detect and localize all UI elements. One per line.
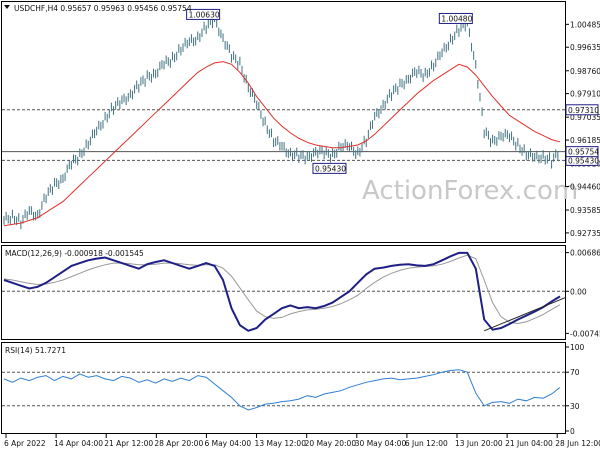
level-box-label: 0.95430: [568, 156, 599, 165]
x-tick-label: 20 May 20:00: [305, 439, 357, 448]
rsi-line: [3, 369, 561, 411]
y-tick-label: 0.98760: [570, 67, 600, 76]
macd-panel: [1, 245, 566, 340]
price-levels: [2, 109, 565, 161]
y-tick-label: 1.00485: [570, 20, 600, 29]
y-tick-label: 0.97910: [570, 90, 600, 99]
level-box-label: 0.95754: [568, 148, 599, 157]
price-marker-label: 1.00630: [189, 10, 220, 19]
macd-line: [3, 251, 561, 332]
x-tick-label: 28 Apr 20:00: [154, 439, 203, 448]
collapse-triangle-icon[interactable]: [4, 5, 10, 9]
y-tick-label: 0: [570, 427, 575, 436]
x-tick-label: 6 Apr 2022: [4, 439, 46, 448]
y-tick-label: 0.97035: [570, 113, 600, 122]
price-markers: 1.00630 1.00480 0.95430: [186, 8, 473, 174]
rsi-y-axis: 100 70 30 0: [2, 343, 585, 436]
x-tick-label: 21 Jun 04:00: [505, 439, 553, 448]
macd-trendline: [483, 296, 567, 332]
x-tick-label: 13 May 12:00: [255, 439, 307, 448]
price-marker-box: [312, 162, 347, 174]
y-tick-label: 100: [570, 343, 585, 352]
y-tick-label: 0.92735: [570, 229, 600, 238]
price-marker-label: 1.00480: [441, 14, 472, 23]
y-tick-label: 0.96185: [570, 136, 600, 145]
level-box-label: 0.97310: [568, 106, 599, 115]
y-tick-label: 70: [570, 368, 580, 377]
rsi-panel: [1, 342, 566, 434]
price-marker-box: [186, 8, 221, 20]
price-y-axis: 1.00485 0.99635 0.98760 0.97910 0.97035 0.961…: [565, 20, 600, 238]
y-tick-label: -0.007454: [570, 329, 600, 338]
x-axis: 6 Apr 2022 14 Apr 04:00 21 Apr 12:00 28 Apr…: [4, 434, 600, 448]
x-tick-label: 30 May 04:00: [355, 439, 407, 448]
x-tick-label: 21 Apr 12:00: [104, 439, 153, 448]
y-tick-label: 0.99635: [570, 43, 600, 52]
level-box: [565, 146, 599, 158]
price-marker-box: [438, 12, 473, 24]
price-marker-label: 0.95430: [315, 164, 346, 173]
y-tick-label: 0.006861: [570, 249, 600, 258]
y-tick-label: 0.94460: [570, 182, 600, 191]
x-tick-label: 6 May 04:00: [204, 439, 251, 448]
symbol-header: USDCHF,H4 0.95657 0.95963 0.95456 0.9575…: [14, 4, 192, 13]
y-tick-label: 30: [570, 402, 580, 411]
rsi-label: RSI(14) 51.7271: [5, 346, 66, 355]
watermark: ActionForex.com: [362, 176, 578, 206]
y-tick-label: 0.00: [570, 287, 587, 296]
price-panel: [1, 1, 566, 243]
x-tick-label: 6 Jun 12:00: [405, 439, 448, 448]
macd-y-axis: 0.006861 0.00 -0.007454: [2, 249, 600, 338]
level-box: [565, 104, 599, 116]
x-tick-label: 13 Jun 20:00: [455, 439, 503, 448]
macd-label: MACD(12,26,9) -0.000918 -0.001545: [5, 249, 144, 258]
x-tick-label: 14 Apr 04:00: [54, 439, 103, 448]
macd-signal-line: [3, 254, 561, 325]
x-tick-label: 28 Jun 12:00: [555, 439, 600, 448]
moving-average-line: [3, 61, 561, 227]
y-tick-label: 0.93585: [570, 206, 600, 215]
